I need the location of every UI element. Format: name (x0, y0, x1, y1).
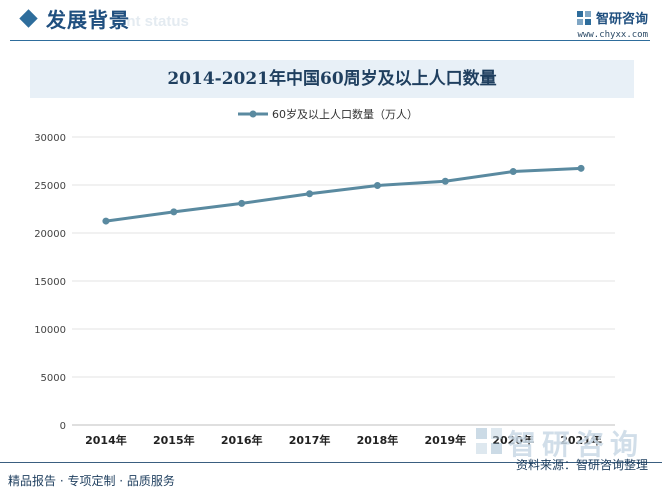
line-chart: 60岁及以上人口数量（万人） 0 5000 10000 15000 20000 25000… (34, 107, 615, 447)
data-source: 资料来源：智研咨询整理 (515, 458, 648, 472)
brand-url: www.chyxx.com (577, 30, 648, 40)
x-tick-label: 2020年 (492, 433, 534, 447)
watermark-logo-icon (476, 428, 502, 454)
x-tick-label: 2015年 (153, 433, 195, 447)
diamond-bullet-icon (19, 9, 38, 28)
watermark-text: 智研咨询 (508, 428, 645, 461)
section-title: 发展背景 (46, 8, 130, 32)
y-tick-label: 10000 (34, 325, 66, 336)
chart-gridlines (72, 136, 615, 426)
legend-label: 60岁及以上人口数量（万人） (272, 107, 418, 121)
brand-block: 智研咨询 www.chyxx.com (576, 8, 648, 40)
data-point (509, 168, 517, 176)
chart-series (102, 164, 585, 225)
data-point (306, 190, 314, 198)
header-divider (10, 40, 650, 41)
data-point (373, 181, 381, 189)
x-tick-label: 2019年 (425, 433, 467, 447)
chart-title: 2014-2021年中国60周岁及以上人口数量 (167, 69, 497, 89)
y-tick-label: 15000 (34, 277, 66, 288)
brand-logo-icon (576, 10, 591, 25)
y-tick-label: 30000 (34, 133, 66, 144)
footer-tagline: 精品报告 · 专项定制 · 品质服务 (8, 474, 175, 488)
x-tick-label: 2018年 (357, 433, 399, 447)
y-tick-label: 20000 (34, 229, 66, 240)
series-line (105, 166, 582, 223)
chart-legend: 60岁及以上人口数量（万人） (238, 107, 418, 121)
data-point (170, 208, 178, 216)
data-point (441, 177, 449, 185)
data-point (102, 217, 110, 225)
x-tick-label: 2016年 (221, 433, 263, 447)
x-tick-label: 2021年 (560, 433, 602, 447)
chart-title-banner: 2014-2021年中国60周岁及以上人口数量 (30, 60, 634, 98)
y-axis: 0 5000 10000 15000 20000 25000 30000 (34, 133, 66, 432)
y-tick-label: 0 (60, 421, 66, 432)
y-tick-label: 5000 (41, 373, 66, 384)
section-subtitle-watermark: ent status (118, 13, 189, 30)
data-point (577, 164, 585, 172)
x-tick-label: 2014年 (85, 433, 127, 447)
x-tick-label: 2017年 (289, 433, 331, 447)
x-axis: 2014年 2015年 2016年 2017年 2018年 2019年 2020年 2021年 (85, 433, 602, 447)
data-point (238, 199, 246, 207)
footer-divider (0, 462, 662, 463)
page-header: ent status 发展背景 智研咨询 www.chyxx.com (0, 0, 662, 42)
brand-name: 智研咨询 (595, 12, 648, 27)
legend-point-marker (249, 110, 257, 118)
y-tick-label: 25000 (34, 181, 66, 192)
